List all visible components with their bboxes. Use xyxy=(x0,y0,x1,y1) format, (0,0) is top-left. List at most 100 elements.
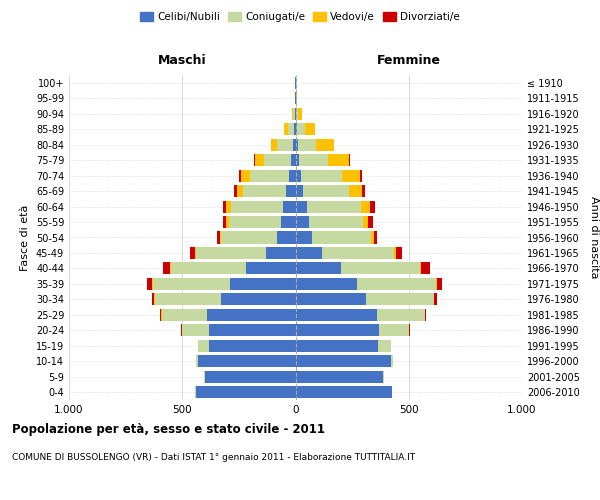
Bar xyxy=(305,123,315,135)
Bar xyxy=(298,138,316,150)
Bar xyxy=(292,108,293,120)
Bar xyxy=(196,247,266,259)
Bar xyxy=(182,324,209,336)
Bar xyxy=(190,247,195,259)
Bar xyxy=(236,185,244,197)
Bar xyxy=(209,340,296,352)
Bar xyxy=(287,123,295,135)
Bar xyxy=(301,170,342,181)
Y-axis label: Fasce di età: Fasce di età xyxy=(20,204,30,270)
Bar xyxy=(391,356,394,368)
Bar xyxy=(379,324,409,336)
Text: Femmine: Femmine xyxy=(377,54,441,68)
Bar xyxy=(316,138,334,150)
Bar xyxy=(296,371,383,383)
Legend: Celibi/Nubili, Coniugati/e, Vedovi/e, Divorziati/e: Celibi/Nubili, Coniugati/e, Vedovi/e, Di… xyxy=(136,8,464,26)
Bar xyxy=(293,138,296,150)
Bar xyxy=(420,262,421,274)
Bar xyxy=(207,309,296,321)
Bar xyxy=(155,294,221,306)
Bar xyxy=(296,232,313,243)
Bar xyxy=(234,185,236,197)
Bar xyxy=(409,324,410,336)
Bar xyxy=(364,216,368,228)
Bar xyxy=(342,170,360,181)
Bar xyxy=(277,232,296,243)
Bar xyxy=(356,278,436,290)
Bar xyxy=(223,216,226,228)
Bar xyxy=(298,108,302,120)
Bar xyxy=(360,170,362,181)
Bar xyxy=(283,200,296,212)
Bar xyxy=(204,371,205,383)
Bar xyxy=(198,356,296,368)
Bar xyxy=(304,185,349,197)
Bar xyxy=(374,232,377,243)
Bar xyxy=(296,294,366,306)
Bar xyxy=(152,278,153,290)
Text: COMUNE DI BUSSOLENGO (VR) - Dati ISTAT 1° gennaio 2011 - Elaborazione TUTTITALIA: COMUNE DI BUSSOLENGO (VR) - Dati ISTAT 1… xyxy=(12,452,415,462)
Bar xyxy=(349,154,350,166)
Bar xyxy=(205,371,296,383)
Bar xyxy=(296,216,309,228)
Bar xyxy=(296,138,298,150)
Bar xyxy=(171,262,245,274)
Bar xyxy=(220,232,221,243)
Bar xyxy=(231,200,283,212)
Bar xyxy=(289,170,296,181)
Bar xyxy=(341,262,420,274)
Bar xyxy=(255,154,264,166)
Bar xyxy=(241,170,250,181)
Bar xyxy=(264,154,291,166)
Bar xyxy=(271,138,277,150)
Bar xyxy=(266,247,296,259)
Bar xyxy=(281,216,296,228)
Bar xyxy=(394,247,396,259)
Bar xyxy=(309,216,364,228)
Bar xyxy=(296,324,379,336)
Bar xyxy=(371,232,374,243)
Bar xyxy=(250,170,289,181)
Bar xyxy=(160,309,161,321)
Bar xyxy=(296,262,341,274)
Bar xyxy=(425,309,427,321)
Bar xyxy=(163,262,170,274)
Bar xyxy=(230,278,296,290)
Bar xyxy=(436,278,437,290)
Bar xyxy=(296,309,377,321)
Bar xyxy=(221,294,296,306)
Bar xyxy=(349,185,362,197)
Bar xyxy=(293,108,295,120)
Text: Popolazione per età, sesso e stato civile - 2011: Popolazione per età, sesso e stato civil… xyxy=(12,422,325,436)
Bar xyxy=(229,216,281,228)
Bar xyxy=(296,386,392,398)
Bar xyxy=(221,232,277,243)
Bar xyxy=(162,309,207,321)
Bar xyxy=(152,294,154,306)
Bar xyxy=(368,216,373,228)
Bar xyxy=(378,340,391,352)
Bar xyxy=(291,154,296,166)
Bar xyxy=(296,185,304,197)
Y-axis label: Anni di nascita: Anni di nascita xyxy=(589,196,599,279)
Bar xyxy=(286,185,296,197)
Bar xyxy=(147,278,152,290)
Bar xyxy=(437,278,442,290)
Bar xyxy=(277,138,293,150)
Bar xyxy=(284,123,287,135)
Bar xyxy=(226,216,229,228)
Bar xyxy=(296,170,301,181)
Bar xyxy=(377,309,425,321)
Bar xyxy=(307,200,361,212)
Bar xyxy=(245,262,296,274)
Bar xyxy=(383,371,384,383)
Bar xyxy=(226,200,231,212)
Bar xyxy=(361,200,370,212)
Bar xyxy=(313,232,371,243)
Bar xyxy=(328,154,349,166)
Bar xyxy=(195,247,196,259)
Bar xyxy=(370,200,375,212)
Bar xyxy=(170,262,171,274)
Bar xyxy=(196,386,296,398)
Bar xyxy=(296,200,307,212)
